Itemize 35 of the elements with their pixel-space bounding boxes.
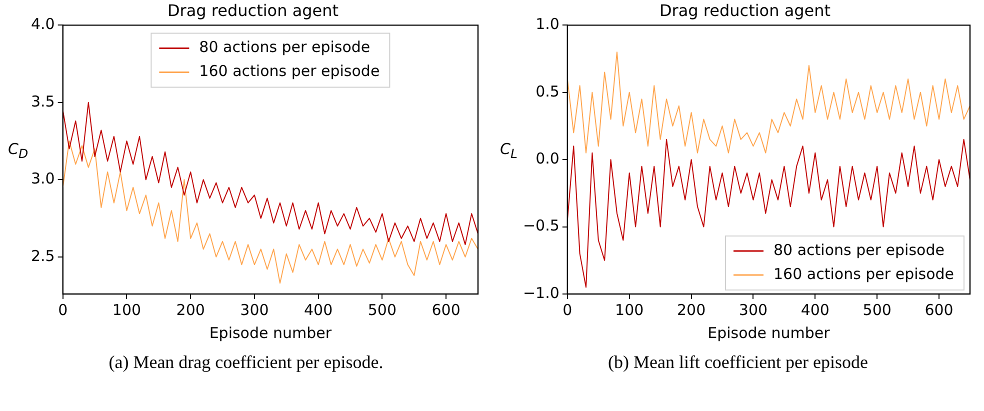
text: (a) Mean drag coefficient per episode. xyxy=(108,352,384,373)
y-axis-title: C$_{L}$ xyxy=(500,140,518,161)
legend-label: 160 actions per episode xyxy=(199,62,380,80)
text: (b) Mean lift coefficient per episode xyxy=(606,352,870,373)
y-axis-title: C$_{D}$ xyxy=(8,140,28,161)
x-tick-label: 300 xyxy=(240,300,269,319)
chart-title: Drag reduction agent xyxy=(167,0,339,20)
x-tick-label: 600 xyxy=(432,300,460,319)
x-tick-label: 0 xyxy=(562,300,572,319)
y-tick-label: 0.5 xyxy=(536,82,560,100)
x-tick-label: 0 xyxy=(58,300,68,319)
chart-title: Drag reduction agent xyxy=(659,0,831,20)
legend-label: 80 actions per episode xyxy=(199,38,370,56)
x-tick-label: 600 xyxy=(924,300,954,319)
legend-label: 80 actions per episode xyxy=(774,240,944,259)
x-tick-label: 500 xyxy=(368,300,397,319)
x-axis-title: Episode number xyxy=(209,324,332,342)
y-tick-label: 0.0 xyxy=(536,149,560,168)
x-tick-label: 100 xyxy=(615,300,644,319)
x-tick-label: 400 xyxy=(800,300,830,319)
y-tick-label: −0.5 xyxy=(522,216,560,235)
x-tick-label: 500 xyxy=(862,300,892,319)
y-tick-label: 3.5 xyxy=(30,92,55,110)
y-tick-label: 4.0 xyxy=(30,15,55,34)
y-tick-label: 3.0 xyxy=(30,170,55,188)
y-tick-label: −1.0 xyxy=(522,284,560,302)
x-tick-label: 300 xyxy=(738,300,768,319)
x-tick-label: 200 xyxy=(676,300,706,319)
x-tick-label: 100 xyxy=(112,300,142,319)
x-tick-label: 200 xyxy=(176,300,205,319)
y-tick-label: 2.5 xyxy=(30,246,55,265)
y-tick-label: 1.0 xyxy=(536,15,560,34)
x-tick-label: 400 xyxy=(304,300,333,319)
x-axis-title: Episode number xyxy=(708,324,831,342)
legend-label: 160 actions per episode xyxy=(774,264,954,283)
